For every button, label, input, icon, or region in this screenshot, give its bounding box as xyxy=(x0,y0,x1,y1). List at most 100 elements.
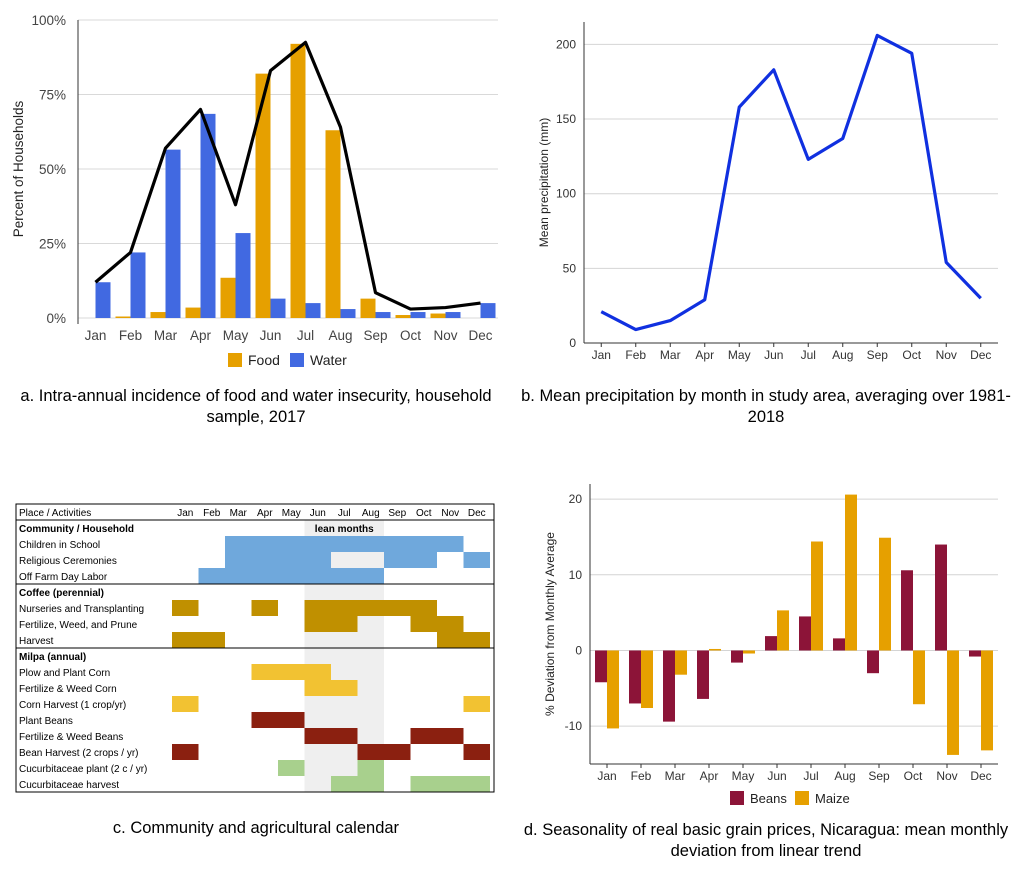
legend-swatch-beans xyxy=(730,791,744,805)
activity-label: Plant Beans xyxy=(19,716,73,727)
activity-bar xyxy=(410,728,464,744)
activity-label: Children in School xyxy=(19,540,100,551)
x-tick-label: Oct xyxy=(400,328,421,343)
legend-label-beans: Beans xyxy=(750,791,787,806)
x-tick-label: Dec xyxy=(468,328,492,343)
month-header: Jun xyxy=(310,508,326,519)
activity-bar xyxy=(225,536,464,552)
y-tick-label: 200 xyxy=(556,37,576,51)
activity-label: Fertilize & Weed Corn xyxy=(19,684,117,695)
bar-food xyxy=(395,315,411,318)
bar-water xyxy=(235,233,251,318)
bar-maize xyxy=(607,650,619,729)
activity-bar xyxy=(304,680,358,696)
caption-c: c. Community and agricultural calendar xyxy=(112,819,400,837)
y-tick-label: -10 xyxy=(565,719,583,733)
activity-label: Bean Harvest (2 crops / yr) xyxy=(19,748,138,759)
bar-food xyxy=(430,313,446,318)
month-header: Feb xyxy=(203,508,221,519)
x-tick-label: Aug xyxy=(834,769,855,783)
y-tick-label: 100 xyxy=(556,187,576,201)
x-tick-label: Jan xyxy=(592,348,611,362)
activity-bar xyxy=(357,744,411,760)
bar-maize xyxy=(981,650,993,751)
x-tick-label: Jul xyxy=(297,328,314,343)
bar-maize xyxy=(709,648,721,651)
x-tick-label: Jun xyxy=(767,769,786,783)
x-tick-label: May xyxy=(223,328,249,343)
bar-maize xyxy=(743,650,755,654)
legend-label-food: Food xyxy=(248,352,280,368)
activity-bar xyxy=(304,616,358,632)
section-title: Milpa (annual) xyxy=(19,652,86,663)
bar-food xyxy=(255,73,271,318)
y-tick-label: 50 xyxy=(563,261,577,275)
y-tick-label: 75% xyxy=(39,88,66,103)
x-tick-label: Aug xyxy=(832,348,853,362)
bar-beans xyxy=(629,650,641,704)
bar-water xyxy=(165,149,181,318)
x-tick-label: Nov xyxy=(936,348,957,362)
bar-maize xyxy=(641,650,653,708)
bar-beans xyxy=(663,650,675,722)
month-header: Sep xyxy=(388,508,406,519)
section-title: Community / Household xyxy=(19,524,134,535)
agricultural-calendar: Place / Activities Jan Feb Mar Apr May Jun Jul A… xyxy=(15,503,495,793)
precipitation-line xyxy=(600,33,982,332)
bar-water xyxy=(445,312,461,318)
activity-bar xyxy=(357,760,384,776)
bar-maize xyxy=(777,610,789,651)
bar-maize xyxy=(947,650,959,755)
y-tick-label: 0 xyxy=(569,336,576,350)
bar-beans xyxy=(731,650,743,663)
x-tick-label: Mar xyxy=(665,769,686,783)
bar-beans xyxy=(595,650,607,683)
x-tick-label: Sep xyxy=(867,348,889,362)
activity-bar xyxy=(225,552,331,568)
bar-beans xyxy=(935,544,947,651)
trend-line xyxy=(94,40,481,311)
y-axis-label: Percent of Households xyxy=(11,100,26,237)
bar-water xyxy=(95,282,111,318)
activity-bar xyxy=(198,568,384,584)
activity-bar xyxy=(251,600,278,616)
activity-bar xyxy=(463,744,490,760)
x-tick-label: Feb xyxy=(625,348,646,362)
table-border xyxy=(15,503,495,793)
x-tick-label: Feb xyxy=(119,328,142,343)
x-tick-label: Dec xyxy=(970,769,991,783)
activity-label: Plow and Plant Corn xyxy=(19,668,110,679)
x-tick-label: Mar xyxy=(154,328,178,343)
month-header: Oct xyxy=(416,508,432,519)
legend-swatch-water xyxy=(290,353,304,367)
month-header: Jul xyxy=(338,508,351,519)
x-tick-label: Jul xyxy=(801,348,816,362)
legend-swatch-maize xyxy=(795,791,809,805)
bar-food xyxy=(325,130,341,318)
table-header-label: Place / Activities xyxy=(19,508,91,519)
bar-water xyxy=(305,303,321,318)
activity-bar xyxy=(437,632,490,648)
bar-beans xyxy=(867,650,879,674)
y-axis-label: % Deviation from Monthly Average xyxy=(543,532,557,716)
x-tick-label: Aug xyxy=(328,328,352,343)
bar-food xyxy=(115,316,131,318)
bar-water xyxy=(130,252,146,318)
activity-bar xyxy=(384,552,437,568)
bar-food xyxy=(150,312,166,318)
x-tick-label: Jun xyxy=(260,328,282,343)
x-tick-label: Oct xyxy=(902,348,921,362)
activity-label: Fertilize & Weed Beans xyxy=(19,732,123,743)
activity-bar xyxy=(463,696,490,712)
x-tick-label: Apr xyxy=(190,328,212,343)
activity-bar xyxy=(278,760,305,776)
activity-bar xyxy=(172,696,199,712)
x-tick-label: Sep xyxy=(868,769,890,783)
y-tick-label: 10 xyxy=(569,568,583,582)
month-header: May xyxy=(282,508,301,519)
lean-months-label: lean months xyxy=(315,524,374,535)
y-axis-label: Mean precipitation (mm) xyxy=(537,118,551,247)
y-tick-label: 20 xyxy=(569,492,583,506)
month-header: Jan xyxy=(177,508,193,519)
activity-label: Cucurbitaceae plant (2 c / yr) xyxy=(19,764,147,775)
